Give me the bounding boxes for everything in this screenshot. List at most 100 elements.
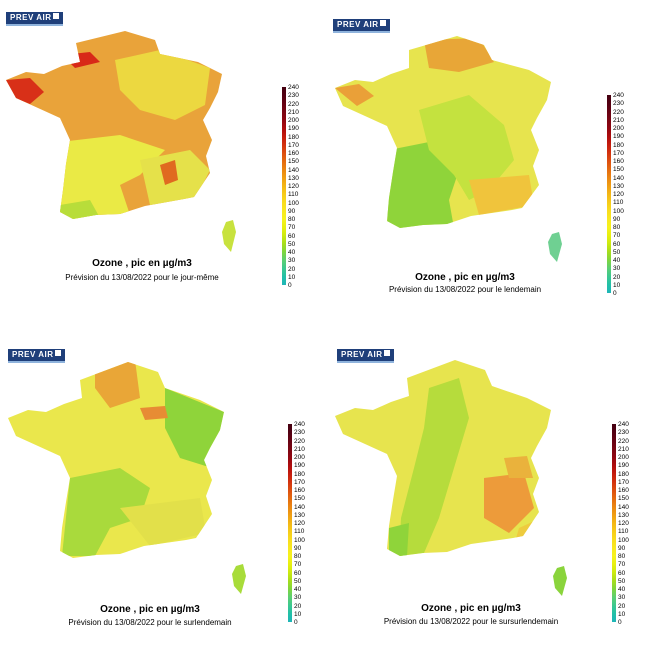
legend-tick-label: 10	[618, 610, 626, 618]
ozone-zone	[335, 84, 374, 106]
legend-tick-label: 40	[288, 249, 296, 256]
legend-tick-label: 210	[618, 445, 629, 453]
legend-tick-label: 20	[618, 602, 626, 610]
legend-tick-label: 110	[288, 191, 299, 199]
panel-title: Ozone , pic en µg/m3	[415, 272, 515, 283]
legend-tick-label: 30	[618, 594, 626, 602]
corsica-island	[553, 566, 567, 596]
legend-tick-label: 100	[618, 536, 629, 544]
legend-tick-label: 230	[618, 429, 629, 437]
legend-tick-label: 180	[618, 470, 629, 478]
legend-tick-label: 100	[613, 207, 624, 215]
ozone-zone	[160, 160, 178, 185]
legend-tick-label: 110	[618, 528, 629, 536]
prevair-logo: PREV AIR	[337, 349, 394, 363]
panel-subtitle: Prévision du 13/08/2022 pour le lendemai…	[388, 285, 542, 294]
legend-tick-label: 10	[288, 273, 296, 281]
legend-tick-label: 60	[294, 569, 302, 577]
legend-tick-label: 210	[294, 445, 305, 453]
legend-tick-label: 50	[294, 577, 302, 585]
legend-tick-label: 220	[613, 108, 624, 116]
legend-tick-label: 80	[613, 224, 621, 231]
panel-subtitle: Prévision du 13/08/2022 pour le sursurle…	[383, 617, 559, 626]
legend-tick-label: 130	[613, 182, 624, 190]
prevair-logo: PREV AIR	[8, 349, 65, 363]
legend-tick-label: 120	[294, 520, 305, 527]
legend-tick-label: 200	[613, 125, 624, 132]
legend-tick-label: 230	[294, 429, 305, 437]
ozone-map	[8, 362, 246, 594]
panel-title: Ozone , pic en µg/m3	[100, 604, 200, 615]
map-panel-tomorrow: PREV AIR 240 230 220 210 200 190 180 170 160 150 1…	[329, 0, 658, 328]
corsica-island	[548, 232, 562, 262]
legend-colorbar	[288, 424, 292, 622]
ozone-zone	[469, 175, 534, 215]
legend-tick-label: 0	[618, 619, 622, 626]
legend-tick-label: 20	[294, 602, 302, 610]
legend-tick-label: 150	[618, 495, 629, 503]
legend-tick-label: 240	[613, 92, 624, 99]
legend-tick-label: 220	[618, 437, 629, 445]
legend-tick-label: 170	[618, 478, 629, 486]
legend-tick-label: 0	[294, 619, 298, 626]
legend-tick-label: 0	[288, 282, 292, 289]
legend-tick-label: 190	[288, 125, 299, 133]
legend-tick-label: 70	[613, 232, 621, 240]
legend-tick-label: 140	[294, 503, 305, 511]
legend-tick-label: 170	[613, 149, 624, 157]
legend-tick-label: 50	[618, 577, 626, 585]
legend-tick-label: 100	[288, 199, 299, 207]
legend-tick-label: 140	[618, 503, 629, 511]
legend-tick-label: 190	[294, 462, 305, 470]
ozone-zone	[62, 468, 150, 556]
legend-tick-label: 180	[288, 133, 299, 141]
legend-tick-label: 70	[294, 561, 302, 569]
legend-tick-label: 60	[618, 569, 626, 577]
legend-tick-label: 70	[618, 561, 626, 569]
legend-tick-label: 160	[294, 487, 305, 494]
legend-tick-label: 180	[613, 141, 624, 149]
ozone-map	[335, 36, 562, 262]
legend-tick-label: 140	[288, 166, 299, 174]
panel-title: Ozone , pic en µg/m3	[92, 258, 192, 269]
panel-title: Ozone , pic en µg/m3	[421, 603, 521, 614]
legend-tick-label: 0	[613, 290, 617, 297]
ozone-zone	[60, 200, 100, 219]
legend-tick-label: 130	[618, 511, 629, 519]
legend-tick-label: 210	[288, 108, 299, 116]
legend-tick-label: 30	[294, 594, 302, 602]
legend-tick-labels: 240 230 220 210 200 190 180 170 160 150 140 130 120 1…	[288, 84, 306, 289]
ozone-zone	[419, 95, 514, 200]
legend-tick-label: 240	[288, 84, 299, 91]
legend-tick-label: 10	[294, 610, 302, 618]
legend-tick-label: 50	[288, 240, 296, 248]
ozone-zone	[95, 362, 140, 408]
legend-tick-label: 60	[288, 232, 296, 240]
corsica-island	[222, 220, 236, 252]
legend-tick-label: 230	[288, 92, 299, 100]
legend-colorbar	[282, 87, 286, 285]
legend-tick-label: 30	[288, 257, 296, 265]
panel-subtitle: Prévision du 13/08/2022 pour le surlende…	[68, 618, 232, 627]
panel-subtitle: Prévision du 13/08/2022 pour le jour-mêm…	[65, 273, 219, 282]
legend-tick-label: 130	[288, 174, 299, 182]
map-panel-day-after: PREV AIR 240 230 220 210 200 190 180 170 160 150 1…	[0, 328, 329, 656]
legend-tick-label: 210	[613, 116, 624, 124]
legend-tick-label: 70	[288, 224, 296, 232]
legend-tick-label: 100	[294, 536, 305, 544]
legend-tick-label: 50	[613, 248, 621, 256]
ozone-zone	[165, 388, 224, 468]
ozone-zone	[140, 406, 168, 420]
legend-tick-label: 90	[294, 544, 302, 552]
legend-tick-label: 200	[618, 454, 629, 461]
legend-tick-label: 80	[294, 553, 302, 560]
map-panel-third-day: PREV AIR 240 230 220 210 200 190 180 170 160 150 1…	[329, 328, 658, 656]
ozone-zone	[115, 50, 210, 120]
legend-tick-label: 160	[613, 158, 624, 165]
legend-tick-label: 200	[288, 117, 299, 124]
legend-tick-label: 110	[613, 199, 624, 207]
legend-tick-label: 230	[613, 100, 624, 108]
legend-tick-label: 120	[618, 520, 629, 527]
legend-tick-label: 240	[618, 421, 629, 428]
legend-tick-label: 180	[294, 470, 305, 478]
